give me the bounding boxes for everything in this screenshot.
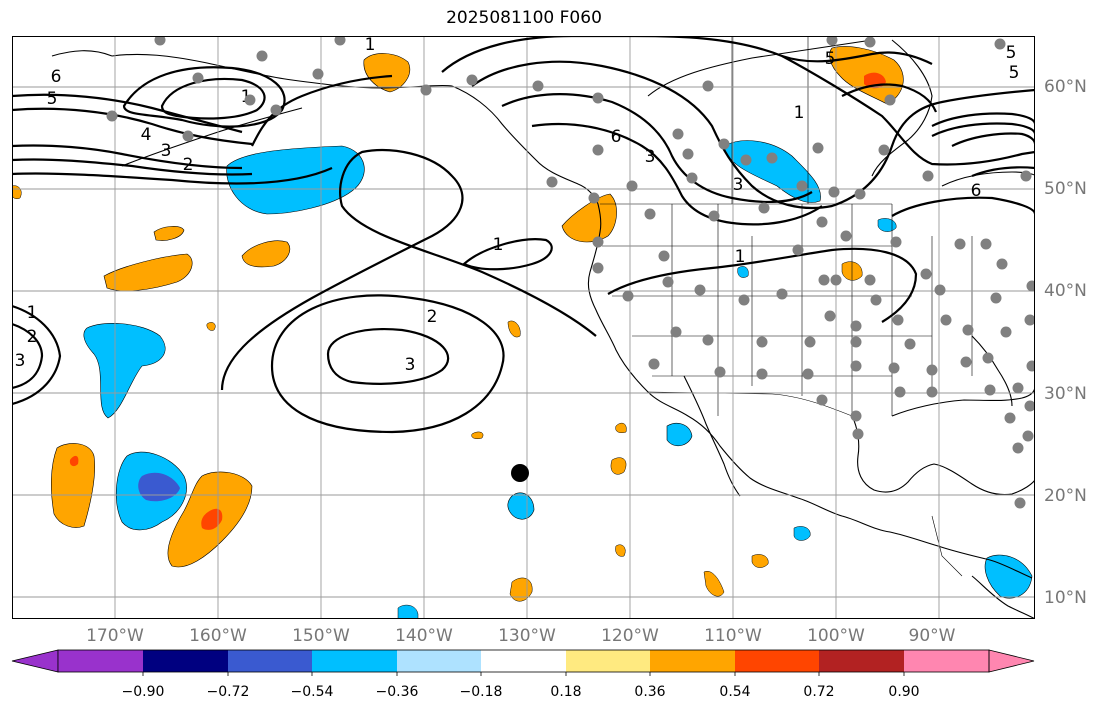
lon-label: 110°W [704, 626, 762, 646]
contour-label: 1 [493, 235, 504, 255]
contour-lines [12, 36, 1035, 434]
contour-label: 6 [971, 181, 982, 201]
contour-label: 1 [794, 103, 805, 123]
colorbar-tick-label: 0.54 [719, 684, 751, 700]
colorbar-extend-low [11, 649, 59, 673]
contour-label: 3 [161, 141, 172, 161]
map-title: 2025081100 F060 [446, 8, 602, 28]
lat-label: 10°N [1044, 588, 1087, 608]
contour-label: 2 [183, 155, 194, 175]
negative-anomaly-small-4 [737, 266, 749, 278]
colorbar-segment [228, 650, 314, 672]
negative-anomaly-west-pacific [83, 323, 166, 419]
colorbar-tick-label: 0.72 [803, 684, 835, 700]
contour-label: 3 [15, 351, 26, 371]
contour-label: 3 [645, 147, 656, 167]
contour-label: 2 [427, 307, 438, 327]
contour-label: 6 [51, 67, 62, 87]
colorbar-segment [650, 650, 736, 672]
positive-anomaly-small-8 [615, 544, 626, 557]
colorbar-tick-label: −0.72 [206, 684, 250, 700]
station-markers [106, 36, 1035, 509]
lon-label: 120°W [601, 626, 659, 646]
colorbar-tick-label: −0.18 [459, 684, 503, 700]
negative-anomaly-small-1 [793, 526, 811, 541]
lon-label: 100°W [807, 626, 865, 646]
positive-anomaly-alaska [363, 53, 410, 93]
contour-label: 2 [27, 327, 38, 347]
colorbar-segment [904, 650, 990, 672]
lon-label: 170°W [86, 626, 144, 646]
positive-anomaly-strip-2 [241, 240, 291, 268]
colorbar-segment [819, 650, 905, 672]
colorbar-tick-label: −0.90 [121, 684, 165, 700]
negative-anomaly-mexico-coast [666, 423, 693, 447]
colorbar-tick-label: 0.18 [550, 684, 582, 700]
lat-label: 50°N [1044, 179, 1087, 199]
contour-label: 3 [733, 175, 744, 195]
lon-label: 150°W [292, 626, 350, 646]
colorbar [11, 649, 1035, 676]
contour-label: 1 [735, 247, 746, 267]
negative-anomaly-small-2 [877, 218, 897, 232]
contour-label: 6 [611, 127, 622, 147]
positive-anomaly-west-1-core [69, 455, 79, 467]
colorbar-segment [58, 650, 144, 672]
contour-label: 3 [405, 355, 416, 375]
contour-label: 5 [1006, 43, 1017, 63]
colorbar-segment [481, 650, 567, 672]
colorbar-tick-label: −0.36 [375, 684, 419, 700]
lat-label: 20°N [1044, 486, 1087, 506]
colorbar-segment [312, 650, 398, 672]
lat-label: 60°N [1044, 77, 1087, 97]
lon-label: 90°W [908, 626, 956, 646]
positive-anomaly-west-2-core [201, 508, 223, 530]
contour-label: 5 [47, 89, 58, 109]
positive-anomaly-oregon [561, 193, 617, 243]
contour-label: 1 [27, 303, 38, 323]
contour-label: 1 [365, 36, 376, 55]
lon-label: 140°W [395, 626, 453, 646]
lon-label: 130°W [498, 626, 556, 646]
lon-label: 160°W [189, 626, 247, 646]
negative-anomaly-subtropic-core [138, 472, 180, 502]
positive-anomaly-small-1 [507, 320, 521, 338]
negative-anomaly-gulf-of-alaska [226, 145, 365, 215]
positive-anomaly-west-1 [51, 443, 95, 528]
contour-label: 5 [1009, 63, 1020, 83]
colorbar-segment [143, 650, 229, 672]
positive-anomaly-small-7 [615, 422, 627, 433]
positive-anomaly-small-5 [751, 554, 769, 568]
colorbar-tick-label: −0.54 [290, 684, 334, 700]
contour-label: 4 [141, 125, 152, 145]
positive-anomaly-small-10 [206, 322, 216, 331]
colorbar-segment [566, 650, 652, 672]
storm-marker [511, 464, 529, 482]
positive-anomaly-small-9 [471, 431, 484, 440]
contour-label: 5 [825, 49, 836, 69]
positive-anomaly-strip-3 [153, 226, 185, 241]
colorbar-segment [397, 650, 483, 672]
anomaly-shading [12, 46, 1033, 619]
positive-anomaly-small-2 [610, 457, 627, 475]
colorbar-tick-label: 0.90 [888, 684, 920, 700]
colorbar-extend-high [988, 649, 1035, 673]
positive-anomaly-small-4 [703, 570, 725, 597]
lat-label: 30°N [1044, 384, 1087, 404]
negative-anomaly-central-america [984, 554, 1033, 599]
colorbar-tick-label: 0.36 [634, 684, 666, 700]
weather-map: 6 5 4 3 2 1 1 2 3 1 3 6 3 1 1 5 5 6 5 3 … [12, 36, 1035, 619]
lat-label: 40°N [1044, 281, 1087, 301]
colorbar-segment [735, 650, 821, 672]
